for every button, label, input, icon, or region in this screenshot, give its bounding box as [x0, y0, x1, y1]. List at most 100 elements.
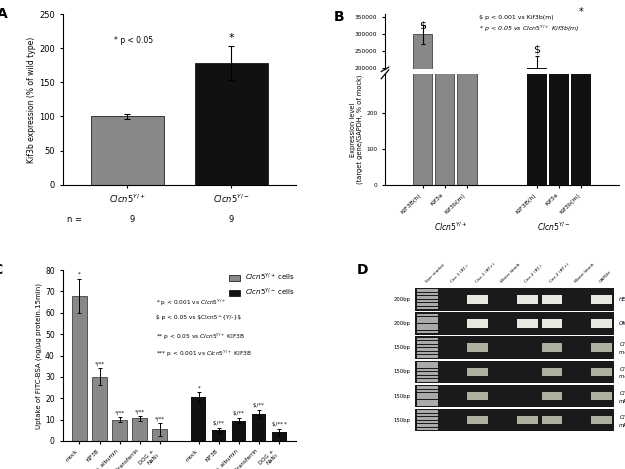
Text: 150bp: 150bp [394, 345, 411, 350]
Text: 150bp: 150bp [394, 393, 411, 399]
Text: */**: */** [94, 362, 105, 367]
Text: $: $ [419, 21, 426, 31]
Bar [417, 365, 437, 368]
Bar [542, 343, 562, 352]
Bar [591, 319, 612, 328]
Bar [591, 368, 612, 376]
Bar [417, 410, 437, 413]
Bar [417, 348, 437, 351]
Bar [417, 320, 437, 323]
Bar [413, 0, 432, 185]
Text: $Clcn5^{Y/+}$
mouse kidney: $Clcn5^{Y/+}$ mouse kidney [619, 340, 625, 355]
Bar [417, 414, 437, 416]
Bar [542, 319, 562, 328]
Bar [252, 414, 266, 441]
Bar [467, 295, 488, 303]
Bar [417, 317, 437, 319]
Bar [467, 343, 488, 352]
Bar [417, 327, 437, 330]
Bar [132, 418, 147, 441]
Bar [417, 428, 437, 430]
Legend: $Clcn5^{Y/+}$ cells, $Clcn5^{Y/-}$ cells: $Clcn5^{Y/+}$ cells, $Clcn5^{Y/-}$ cells [229, 272, 295, 298]
Text: *: * [229, 33, 234, 44]
Y-axis label: Uptake of FITC-BSA (ng/μg protein.15min): Uptake of FITC-BSA (ng/μg protein.15min) [36, 282, 42, 429]
Bar [417, 396, 437, 399]
Bar [417, 390, 437, 392]
Text: ** p < 0.05 vs $Clcn5^{Y/+}$ KIF3B: ** p < 0.05 vs $Clcn5^{Y/+}$ KIF3B [156, 332, 245, 342]
Bar [417, 400, 437, 402]
Text: C: C [0, 263, 2, 277]
Bar [542, 368, 562, 376]
Text: $Clcn5^{Y/+}$: $Clcn5^{Y/+}$ [434, 221, 468, 233]
Bar [417, 369, 437, 371]
Bar [542, 416, 562, 424]
Bar [549, 0, 569, 185]
Bar [91, 116, 164, 185]
Text: $Clcn5^{Y/-}$
mouse kidney: $Clcn5^{Y/-}$ mouse kidney [619, 364, 625, 379]
Text: *: * [198, 385, 200, 390]
Text: D: D [357, 263, 369, 277]
Bar [528, 0, 547, 185]
Bar [417, 300, 437, 303]
Bar [417, 296, 437, 299]
Text: Cav-1 (RT-): Cav-1 (RT-) [450, 264, 469, 284]
Text: $Clcn5^{Y/-}$: $Clcn5^{Y/-}$ [537, 221, 570, 233]
Text: 200bp: 200bp [394, 321, 411, 326]
Y-axis label: Expression level
(target gene/GAPDH, % of mock): Expression level (target gene/GAPDH, % o… [350, 75, 363, 184]
Text: */**: */** [155, 416, 165, 421]
Bar [232, 421, 246, 441]
Bar [542, 392, 562, 400]
Text: $Clcn5^{Y/-}$
mPTCs: $Clcn5^{Y/-}$ mPTCs [619, 413, 625, 428]
Bar [467, 319, 488, 328]
Bar [417, 324, 437, 326]
Bar [272, 432, 287, 441]
Y-axis label: Kif3b expression (% of wild type): Kif3b expression (% of wild type) [28, 36, 36, 163]
Bar [517, 319, 538, 328]
Text: */**: */** [114, 410, 125, 415]
Bar [92, 377, 107, 441]
Bar [591, 295, 612, 303]
Bar [417, 307, 437, 309]
Bar [457, 0, 477, 185]
Bar [417, 403, 437, 406]
Bar [416, 361, 614, 383]
Text: $ p < 0.05 vs $Clcn5^{Y/-}$: $ p < 0.05 vs $Clcn5^{Y/-}$ [156, 315, 241, 319]
Text: Water blank: Water blank [574, 263, 596, 284]
Bar [467, 392, 488, 400]
Bar [195, 63, 268, 185]
Bar [528, 68, 547, 135]
Text: 9: 9 [130, 215, 135, 224]
Bar [417, 417, 437, 420]
Bar [417, 289, 437, 292]
Bar [417, 372, 437, 375]
Bar [467, 368, 488, 376]
Bar [417, 376, 437, 378]
Bar [417, 303, 437, 306]
Text: $/**: $/** [253, 403, 266, 408]
Bar [416, 385, 614, 407]
Bar [416, 288, 614, 310]
Bar [416, 409, 614, 431]
Bar [417, 421, 437, 423]
Bar [212, 430, 226, 441]
Bar [416, 312, 614, 335]
Text: n =: n = [67, 215, 82, 224]
Text: 150bp: 150bp [394, 418, 411, 423]
Text: HEK293: HEK293 [619, 297, 625, 302]
Text: Water blank: Water blank [499, 263, 521, 284]
Text: A: A [0, 7, 8, 21]
Text: *** p < 0.001 vs $Clcn5^{Y/+}$ KIF3B: *** p < 0.001 vs $Clcn5^{Y/+}$ KIF3B [156, 348, 252, 359]
Bar [517, 295, 538, 303]
Bar [416, 336, 614, 359]
Text: 150bp: 150bp [394, 370, 411, 374]
Bar [417, 352, 437, 354]
Bar [571, 90, 591, 135]
Text: Cav-2 (RT-): Cav-2 (RT-) [524, 264, 544, 284]
Bar [435, 99, 454, 135]
Text: OK: OK [619, 321, 625, 326]
Bar [417, 331, 437, 333]
Bar [591, 392, 612, 400]
Bar [457, 104, 477, 135]
Text: $Clcn5^{Y/+}$
mPTCs: $Clcn5^{Y/+}$ mPTCs [619, 388, 625, 404]
Bar [591, 416, 612, 424]
